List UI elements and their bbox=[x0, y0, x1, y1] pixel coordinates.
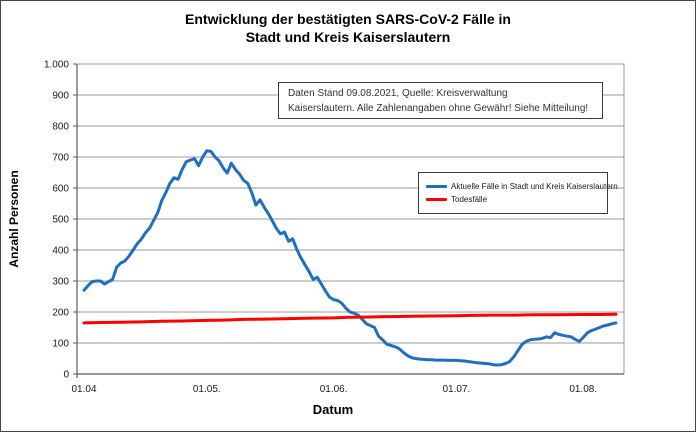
x-tick-label: 01.06. bbox=[320, 384, 348, 395]
legend-item-cases: Aktuelle Fälle in Stadt und Kreis Kaiser… bbox=[419, 182, 618, 191]
deaths-line bbox=[82, 312, 618, 325]
x-axis-title: Datum bbox=[312, 402, 354, 417]
y-tick-label: 100 bbox=[52, 339, 69, 350]
y-tick-label: 300 bbox=[52, 277, 69, 288]
y-tick-label: 0 bbox=[63, 370, 69, 381]
cases-line-sample bbox=[426, 185, 447, 188]
chart-title-line1: Entwicklung der bestätigten SARS-CoV-2 F… bbox=[185, 11, 511, 27]
y-tick-label: 900 bbox=[52, 91, 69, 102]
y-tick-label: 600 bbox=[52, 184, 69, 195]
legend: Aktuelle Fälle in Stadt und Kreis Kaiser… bbox=[418, 172, 618, 214]
cases-line bbox=[82, 149, 618, 367]
annotation-line1: Daten Stand 09.08.2021, Quelle: Kreisver… bbox=[288, 88, 508, 99]
y-tick-label: 500 bbox=[52, 215, 69, 226]
chart-title-line2: Stadt und Kreis Kaiserslautern bbox=[245, 29, 451, 45]
chart-title: Entwicklung der bestätigten SARS-CoV-2 F… bbox=[1, 10, 695, 46]
y-tick-label: 800 bbox=[52, 122, 69, 133]
legend-item-deaths: Todesfälle bbox=[419, 195, 607, 204]
deaths-line-sample bbox=[426, 198, 447, 201]
annotation-line2: Kaiserslautern. Alle Zahlenangaben ohne … bbox=[288, 103, 589, 114]
legend-label-deaths: Todesfälle bbox=[451, 195, 488, 204]
y-tick-label: 700 bbox=[52, 153, 69, 164]
y-tick-label: 200 bbox=[52, 308, 69, 319]
x-tick-label: 01.07. bbox=[442, 384, 470, 395]
y-tick-label: 1.000 bbox=[44, 60, 69, 71]
y-tick-label: 400 bbox=[52, 246, 69, 257]
legend-label-cases: Aktuelle Fälle in Stadt und Kreis Kaiser… bbox=[451, 182, 618, 191]
x-tick-label: 01.08. bbox=[569, 384, 597, 395]
data-source-annotation: Daten Stand 09.08.2021, Quelle: Kreisver… bbox=[278, 82, 603, 119]
x-tick-label: 01.04 bbox=[71, 384, 96, 395]
x-tick-label: 01.05. bbox=[193, 384, 221, 395]
y-axis-title: Anzahl Personen bbox=[7, 170, 21, 268]
